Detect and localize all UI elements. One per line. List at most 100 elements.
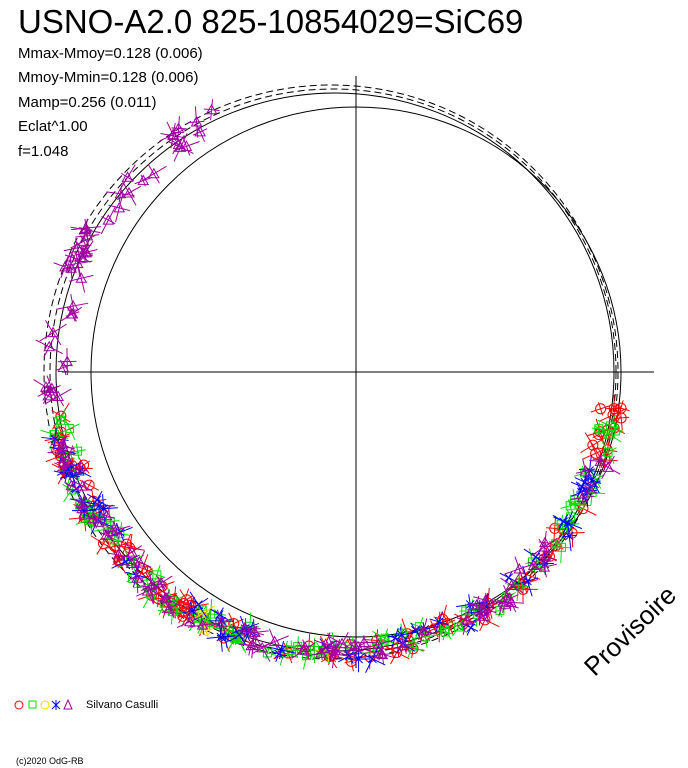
outer-circle: [90, 106, 622, 638]
data-point-triangle: [57, 456, 76, 479]
data-point-star: [561, 521, 577, 552]
copyright-notice: (c)2020 OdG-RB: [16, 756, 84, 766]
legend-triangle-icon: [63, 698, 73, 710]
data-point-square: [560, 499, 581, 513]
model-curve-dashed-2: [43, 84, 619, 660]
data-point-triangle: [61, 445, 75, 475]
data-point-triangle: [532, 549, 557, 564]
data-point-triangle: [69, 263, 94, 293]
data-point-triangle: [78, 240, 94, 264]
data-point-triangle: [64, 243, 77, 271]
data-point-circle: [590, 402, 611, 416]
data-point-triangle: [106, 185, 135, 203]
data-point-triangle: [393, 637, 415, 654]
data-point-triangle: [72, 480, 93, 492]
data-point-triangle: [171, 135, 186, 155]
data-point-star: [552, 513, 575, 530]
legend: Silvano Casulli: [14, 697, 158, 713]
stat-eclat: Eclat^1.00: [18, 118, 88, 135]
stat-mamp: Mamp=0.256 (0.011): [18, 94, 157, 111]
data-point-circle: [547, 531, 564, 561]
data-point-square: [59, 417, 80, 440]
data-point-triangle: [44, 386, 72, 407]
data-point-triangle: [531, 537, 558, 557]
data-point-triangle: [33, 379, 59, 396]
data-point-triangle: [192, 121, 208, 142]
stat-mmax-mmoy: Mmax-Mmoy=0.128 (0.006): [18, 45, 203, 62]
data-point-triangle: [127, 550, 152, 574]
data-point-circle: [384, 640, 410, 665]
data-point-triangle: [161, 599, 177, 619]
legend-circle-icon: [14, 700, 24, 710]
data-point-triangle: [500, 571, 523, 599]
data-point-square: [436, 623, 454, 641]
chart-title: USNO-A2.0 825-10854029=SiC69: [18, 3, 524, 40]
data-point-triangle: [79, 510, 108, 526]
data-point-triangle: [134, 174, 153, 187]
data-point-star: [388, 628, 402, 648]
data-point-triangle: [326, 632, 338, 661]
axes: [62, 76, 654, 668]
data-point-triangle: [291, 641, 316, 660]
data-point-triangle: [176, 615, 203, 629]
legend-diamond-icon: [40, 700, 50, 710]
data-point-star: [206, 622, 236, 652]
data-point-triangle: [570, 491, 595, 504]
data-point-triangle: [240, 618, 269, 647]
data-point-triangle: [47, 445, 76, 462]
data-point-triangle: [497, 593, 525, 612]
data-point-triangle: [70, 234, 97, 249]
data-point-triangle: [149, 575, 173, 591]
legend-star-icon: [51, 700, 61, 710]
data-point-triangle: [474, 603, 494, 619]
data-point-triangle: [57, 294, 89, 319]
data-point-triangle: [100, 206, 116, 235]
data-point-triangle: [589, 454, 612, 469]
data-point-triangle: [413, 618, 434, 644]
data-point-triangle: [108, 193, 130, 223]
data-point-triangle: [370, 644, 395, 666]
data-point-square: [591, 422, 606, 436]
data-point-star: [359, 644, 386, 673]
data-point-triangle: [307, 646, 335, 660]
data-point-star: [181, 601, 204, 621]
data-point-triangle: [40, 387, 57, 404]
data-point-triangle: [467, 595, 497, 621]
data-point-triangle: [582, 481, 598, 498]
stat-mmoy-mmin: Mmoy-Mmin=0.128 (0.006): [18, 69, 199, 86]
data-point-triangle: [211, 609, 232, 635]
data-point-triangle: [122, 557, 141, 570]
data-point-star: [271, 645, 286, 662]
data-point-triangle: [119, 164, 136, 191]
data-point-square: [148, 565, 166, 585]
data-point-triangle: [260, 628, 289, 655]
data-point-triangle: [61, 306, 83, 322]
data-point-triangle: [229, 618, 261, 638]
legend-square-icon: [28, 700, 37, 709]
data-point-triangle: [102, 521, 131, 539]
data-point-circle: [580, 432, 606, 458]
data-point-star: [429, 611, 449, 633]
data-point-triangle: [473, 592, 498, 608]
data-point-triangle: [159, 121, 187, 148]
data-point-triangle: [350, 635, 378, 650]
data-point-triangle: [35, 335, 63, 358]
data-point-star: [516, 565, 539, 597]
data-point-triangle: [203, 99, 220, 121]
data-point-triangle: [70, 461, 88, 478]
data-point-triangle: [243, 635, 260, 656]
data-point-triangle: [73, 496, 89, 510]
stat-frequency: f=1.048: [18, 143, 69, 160]
data-point-triangle: [329, 631, 356, 656]
legend-symbols: [14, 698, 73, 710]
data-point-square: [52, 409, 69, 431]
data-point-triangle: [55, 359, 72, 376]
legend-author: Silvano Casulli: [86, 699, 159, 711]
data-point-triangle: [575, 458, 596, 484]
data-point-star: [463, 619, 479, 636]
data-point-triangle: [78, 219, 93, 239]
data-point-triangle: [456, 605, 477, 635]
data-point-square: [284, 640, 299, 660]
data-point-triangle: [107, 546, 130, 564]
